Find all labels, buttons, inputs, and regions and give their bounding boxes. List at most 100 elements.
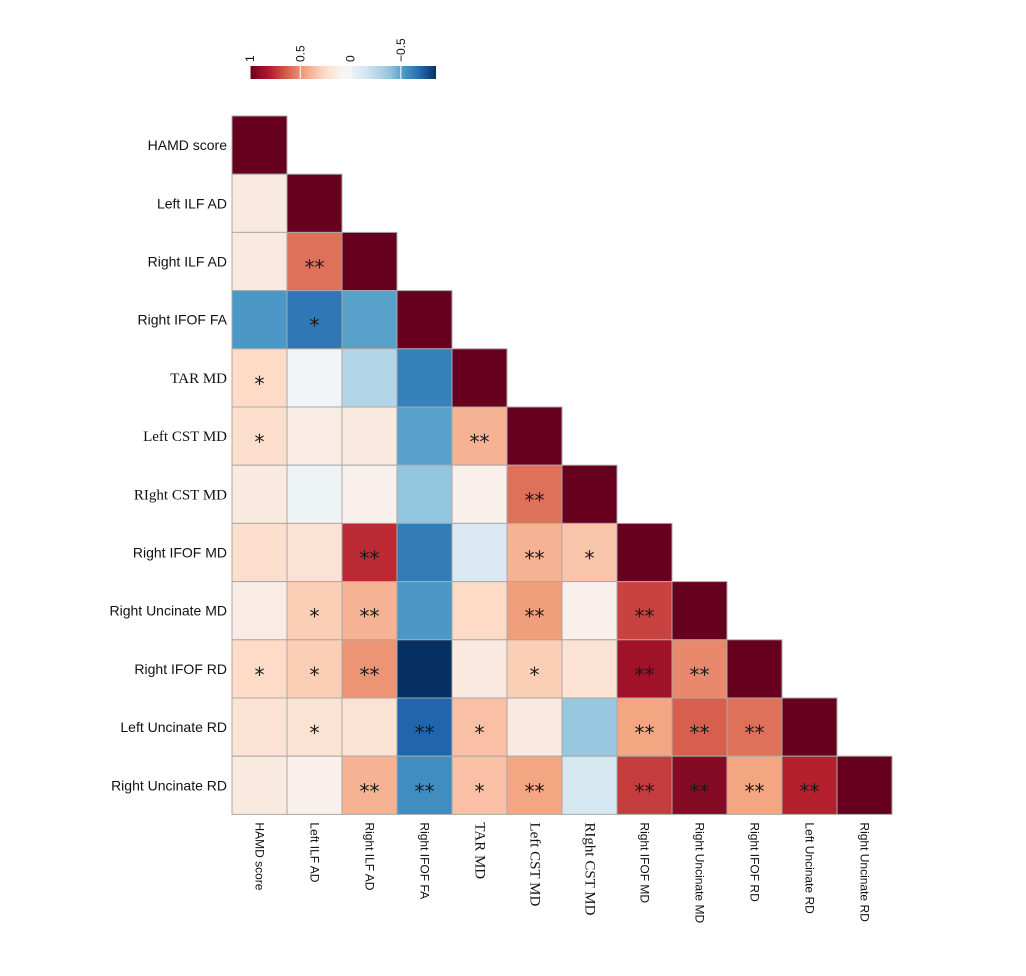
column-label-right-ilf-ad: Right ILF AD xyxy=(363,822,377,890)
row-label-right-ilf-ad: Right ILF AD xyxy=(148,254,227,270)
cell-right-ifof-rd-right-uncinate-md xyxy=(671,639,728,699)
cell-right-uncinate-md-left-ilf-ad xyxy=(286,581,343,641)
column-label-left-cst-md: Left CST MD xyxy=(527,822,543,906)
significance-marker: * xyxy=(475,779,485,803)
significance-marker: * xyxy=(585,547,595,571)
cell-right-uncinate-md-hamd-score xyxy=(231,581,288,641)
cell-right-uncinate-rd-right-uncinate-rd xyxy=(836,755,893,815)
cell-tar-md-left-ilf-ad xyxy=(286,348,343,408)
row-label-tar-md: TAR MD xyxy=(170,371,227,387)
significance-marker: ** xyxy=(415,779,435,803)
cell-right-ifof-fa-right-ifof-fa xyxy=(396,290,453,350)
significance-marker: ** xyxy=(745,721,765,745)
cell-right-ifof-fa-right-ilf-ad xyxy=(341,290,398,350)
column-label-tar-md: TAR MD xyxy=(472,822,488,879)
cell-tar-md-tar-md xyxy=(451,348,508,408)
cell-right-uncinate-rd-right-cst-md xyxy=(561,755,618,815)
column-label-right-ifof-fa: Right IFOF FA xyxy=(418,822,432,899)
cell-right-ilf-ad-left-ilf-ad xyxy=(286,231,343,292)
significance-marker: ** xyxy=(470,430,490,454)
cell-right-ifof-rd-hamd-score xyxy=(231,639,288,699)
cell-left-ilf-ad-hamd-score xyxy=(231,173,288,233)
cell-left-uncinate-rd-left-uncinate-rd xyxy=(781,697,838,757)
cell-right-uncinate-rd-left-cst-md xyxy=(506,755,563,815)
cell-left-cst-md-left-ilf-ad xyxy=(286,406,343,466)
cell-left-uncinate-rd-left-cst-md xyxy=(506,697,563,757)
cell-right-ifof-fa-hamd-score xyxy=(231,290,288,350)
row-label-right-ifof-md: Right IFOF MD xyxy=(133,545,227,561)
cell-right-ifof-rd-right-cst-md xyxy=(561,639,618,699)
significance-marker: ** xyxy=(690,779,710,803)
significance-marker: * xyxy=(310,314,320,338)
significance-marker: ** xyxy=(360,779,380,803)
cell-right-cst-md-left-cst-md xyxy=(506,464,563,524)
row-label-right-cst-md: RIght CST MD xyxy=(134,487,227,503)
colorbar-gradient xyxy=(250,66,436,79)
cell-right-ifof-rd-right-ifof-rd xyxy=(726,639,783,699)
row-label-left-ilf-ad: Left ILF AD xyxy=(157,195,227,211)
significance-marker: ** xyxy=(525,605,545,629)
significance-marker: ** xyxy=(800,779,820,803)
colorbar-tick-label: 1 xyxy=(243,55,257,62)
significance-markers: ***** ****** ** ** ** ** *** * ** * ** *** ** * ** ** **… xyxy=(255,256,820,804)
cell-right-ifof-rd-right-ifof-fa xyxy=(396,639,453,699)
significance-marker: ** xyxy=(635,605,655,629)
cell-left-cst-md-right-ifof-fa xyxy=(396,406,453,466)
cell-right-uncinate-rd-hamd-score xyxy=(231,755,288,815)
cell-tar-md-right-ifof-fa xyxy=(396,348,453,408)
cell-right-uncinate-rd-left-ilf-ad xyxy=(286,755,343,815)
cell-right-uncinate-rd-tar-md xyxy=(451,755,508,815)
cell-right-uncinate-rd-right-ifof-fa xyxy=(396,755,453,815)
row-label-right-ifof-rd: Right IFOF RD xyxy=(134,661,227,677)
cell-right-ifof-md-right-cst-md xyxy=(561,522,618,583)
significance-marker: * xyxy=(255,663,265,687)
row-label-right-uncinate-rd: Right Uncinate RD xyxy=(111,777,227,793)
significance-marker: ** xyxy=(635,779,655,803)
cell-right-uncinate-md-right-ifof-fa xyxy=(396,581,453,641)
cell-right-cst-md-tar-md xyxy=(451,464,508,524)
row-label-hamd-score: HAMD score xyxy=(148,137,228,153)
cell-right-ifof-md-hamd-score xyxy=(231,522,288,583)
cell-right-cst-md-right-cst-md xyxy=(561,464,618,524)
significance-marker: ** xyxy=(360,663,380,687)
significance-marker: ** xyxy=(690,721,710,745)
cell-right-cst-md-right-ilf-ad xyxy=(341,464,398,524)
cell-left-uncinate-rd-tar-md xyxy=(451,697,508,757)
significance-marker: * xyxy=(475,721,485,745)
cell-right-ifof-md-right-ifof-fa xyxy=(396,522,453,583)
cell-right-uncinate-rd-right-ilf-ad xyxy=(341,755,398,815)
cell-right-uncinate-md-right-cst-md xyxy=(561,581,618,641)
significance-marker: * xyxy=(255,430,265,454)
cell-right-ifof-md-left-ilf-ad xyxy=(286,522,343,583)
cell-left-cst-md-right-ilf-ad xyxy=(341,406,398,466)
column-label-right-ifof-md: Right IFOF MD xyxy=(638,822,652,903)
cell-right-cst-md-hamd-score xyxy=(231,464,288,524)
cell-right-cst-md-left-ilf-ad xyxy=(286,464,343,524)
cell-left-uncinate-rd-right-ilf-ad xyxy=(341,697,398,757)
significance-marker: ** xyxy=(690,663,710,687)
row-label-left-cst-md: Left CST MD xyxy=(143,429,227,445)
row-label-right-ifof-fa: Right IFOF FA xyxy=(138,312,228,328)
significance-marker: ** xyxy=(360,547,380,571)
colorbar-tick-label: −0.5 xyxy=(394,38,408,62)
cell-right-uncinate-md-right-uncinate-md xyxy=(671,581,728,641)
cell-right-cst-md-right-ifof-fa xyxy=(396,464,453,524)
colorbar-tick-label: 0 xyxy=(344,55,358,62)
cell-left-cst-md-hamd-score xyxy=(231,406,288,466)
cell-right-uncinate-md-right-ilf-ad xyxy=(341,581,398,641)
significance-marker: * xyxy=(310,721,320,745)
cell-left-cst-md-tar-md xyxy=(451,406,508,466)
cell-right-uncinate-rd-right-ifof-rd xyxy=(726,755,783,815)
significance-marker: ** xyxy=(305,256,325,280)
column-label-right-cst-md: RIght CST MD xyxy=(582,822,598,915)
cell-right-uncinate-md-left-cst-md xyxy=(506,581,563,641)
row-labels: HAMD score Left ILF AD Right ILF AD Right I… xyxy=(110,137,228,793)
colorbar-tick-label: 0.5 xyxy=(293,45,307,62)
cell-left-cst-md-left-cst-md xyxy=(506,406,563,466)
column-label-left-uncinate-rd: Left Uncinate RD xyxy=(803,822,817,914)
cell-right-uncinate-rd-right-ifof-md xyxy=(616,755,673,815)
column-label-right-ifof-rd: Right IFOF RD xyxy=(748,822,762,902)
row-label-left-uncinate-rd: Left Uncinate RD xyxy=(120,719,227,735)
cell-right-ifof-rd-tar-md xyxy=(451,639,508,699)
